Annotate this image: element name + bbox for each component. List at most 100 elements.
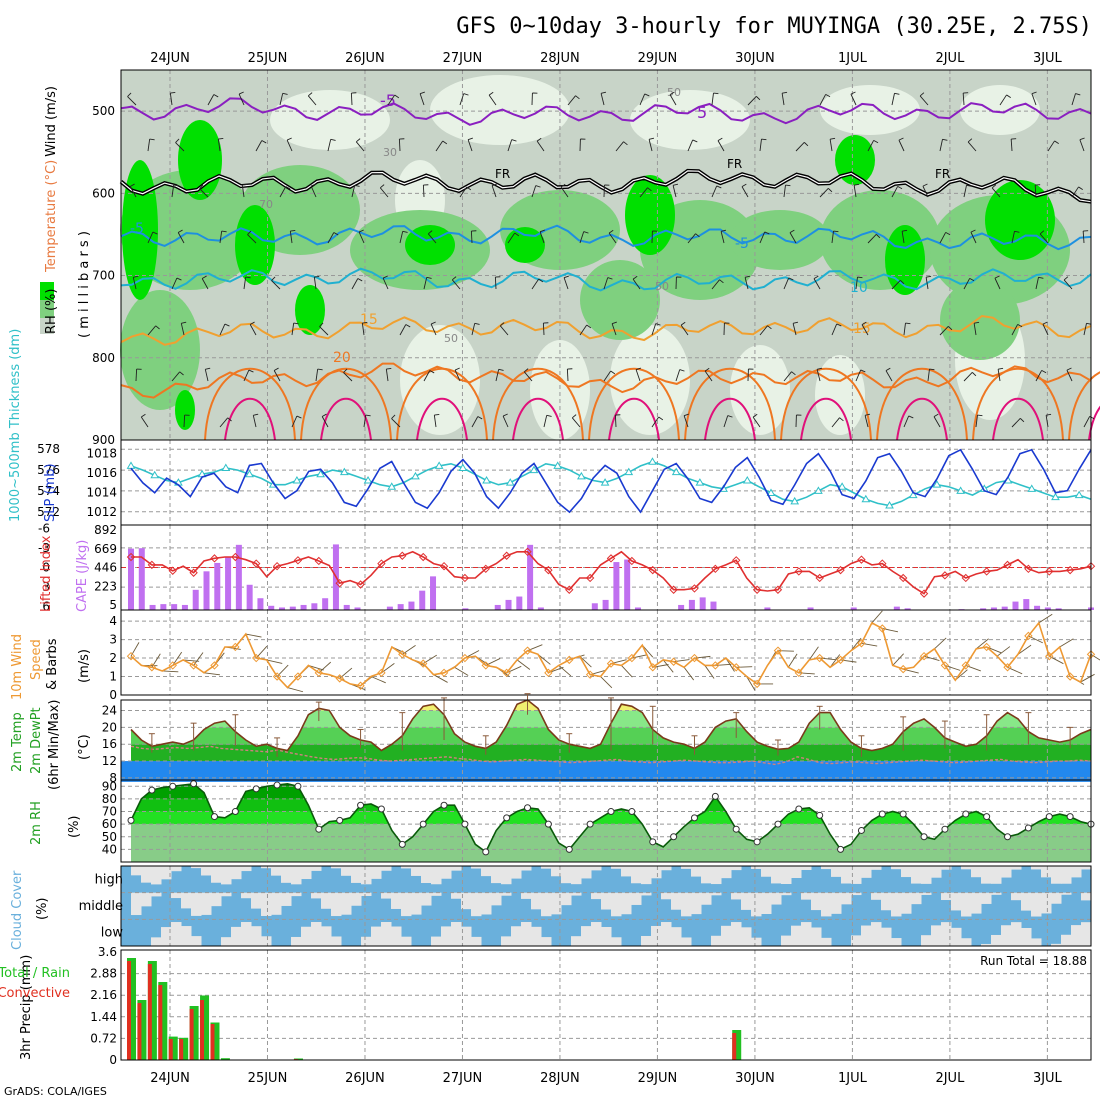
cloud-clear-cell — [981, 866, 992, 884]
wind10-line-point — [940, 661, 950, 670]
wind-barb-flag — [1046, 413, 1052, 416]
top-date-label: 26JUN — [345, 51, 385, 66]
cloud-clear-cell — [931, 866, 942, 878]
wind10-barb — [934, 637, 947, 650]
cloud-clear-cell — [1051, 943, 1062, 946]
wind-barb-flag — [632, 275, 638, 280]
wind-barb-flag — [362, 321, 368, 324]
thickness-tick: 572 — [37, 505, 60, 519]
wind-barb-flag — [133, 275, 139, 278]
cape-bar — [1012, 601, 1019, 610]
wind-barb-flag — [365, 414, 371, 417]
temp-contour-20-bump — [204, 367, 296, 441]
cloud-clear-cell — [541, 892, 552, 917]
cloud-clear-cell — [1011, 922, 1022, 946]
wind-barb-flag — [898, 137, 904, 141]
cloud-clear-cell — [981, 943, 992, 946]
wind-barb-flag — [179, 371, 184, 376]
precip-tick: 3.6 — [98, 945, 117, 959]
cloud-clear-cell — [461, 926, 472, 946]
cloud-clear-cell — [611, 892, 622, 917]
wind-barb-flag — [511, 139, 517, 142]
thickness-line-point — [908, 490, 918, 499]
wind-barb-flag — [405, 324, 411, 328]
wind-barb-flag — [908, 415, 914, 419]
cloud-clear-cell — [821, 892, 832, 917]
wind10-barb — [808, 646, 819, 661]
wind-barb — [819, 94, 827, 106]
thickness-line-point — [363, 476, 373, 484]
rh2m-line-point — [670, 833, 678, 841]
cloud-clear-cell — [191, 892, 202, 916]
wind-barb — [219, 417, 229, 428]
cloud-clear-cell — [361, 866, 372, 885]
temp2m-ylabels: 2m Temp 2m DewPt (6hr Min/Max) (°C) — [10, 700, 92, 790]
cape-bar — [634, 607, 641, 610]
li-line-point — [982, 567, 991, 576]
li-line-point — [940, 571, 950, 580]
thickness-line-point — [671, 467, 681, 476]
wind-barb — [241, 185, 245, 198]
temp-contour-25 — [1088, 405, 1100, 441]
wind-barb — [399, 231, 404, 244]
cloud-clear-cell — [641, 892, 652, 896]
wind-barb-flag — [394, 94, 400, 99]
thickness-line-point — [861, 494, 871, 503]
wind-barb — [1010, 138, 1013, 152]
wind-barb-flag — [427, 230, 433, 235]
wind-barb — [741, 186, 749, 198]
wind-barb — [252, 415, 257, 428]
li-line-point — [815, 573, 824, 583]
cloud-clear-cell — [691, 892, 702, 915]
rh-high-area — [625, 175, 675, 255]
bottom-date-label: 27JUN — [443, 1071, 483, 1086]
wind-barb-flag — [434, 413, 440, 416]
upper-ylabels: Wind (m/s) Temperature (°C) RH (%) ( m i… — [44, 86, 92, 338]
wind-barb-flag — [429, 370, 435, 374]
cape-bar — [430, 576, 437, 610]
wind10-line-point — [732, 663, 741, 672]
cape-bar — [203, 571, 210, 610]
contour-label: 5 — [697, 103, 707, 122]
cape-ylabel-cape: CAPE (J/kg) — [75, 540, 90, 612]
wind10-line-point — [606, 659, 616, 668]
wind-barb-flag — [245, 276, 251, 279]
wind-barb — [430, 323, 437, 336]
wind-barb-flag — [176, 277, 182, 281]
cloud-clear-cell — [531, 926, 542, 946]
thickness-line-point — [600, 478, 610, 486]
cape-bar — [516, 596, 523, 610]
cloud-clear-cell — [871, 922, 882, 946]
wind-barb — [720, 231, 725, 244]
wind-barb-flag — [426, 276, 432, 279]
rh2m-line-point — [732, 825, 740, 833]
rh2m-ylabels: 2m RH (%) — [29, 801, 82, 845]
thickness-line-point — [126, 461, 136, 469]
wind-barb-flag — [242, 183, 248, 186]
wind-barb-flag — [1042, 321, 1048, 325]
thickness-line-point — [576, 471, 586, 480]
wind-barb-flag — [635, 367, 641, 371]
wind-barb-flag — [430, 321, 436, 325]
cloud-clear-cell — [1061, 934, 1072, 946]
wind-barb — [975, 415, 978, 428]
wind-barb-flag — [271, 276, 276, 281]
wind-barb-flag — [488, 91, 494, 96]
cape-bar — [279, 607, 286, 610]
cloud-clear-cell — [321, 892, 332, 909]
wind-barb-flag — [825, 94, 831, 98]
wind-barb — [454, 369, 461, 382]
cloud-clear-cell — [191, 866, 202, 869]
li-line-point — [711, 564, 720, 574]
thickness-line-point — [624, 467, 634, 476]
wind-barb — [903, 323, 906, 336]
wind10-barb — [1038, 613, 1053, 624]
wind-barb — [759, 231, 766, 244]
wind-barb-flag — [692, 139, 698, 143]
cape-ylabel-li: Lifted Index — [39, 535, 54, 612]
cloud-clear-cell — [191, 936, 202, 946]
precip-conv-bar — [168, 1039, 173, 1060]
wind-barb-flag — [247, 230, 252, 235]
li-line-point — [836, 565, 845, 575]
li-line-point — [544, 565, 553, 575]
